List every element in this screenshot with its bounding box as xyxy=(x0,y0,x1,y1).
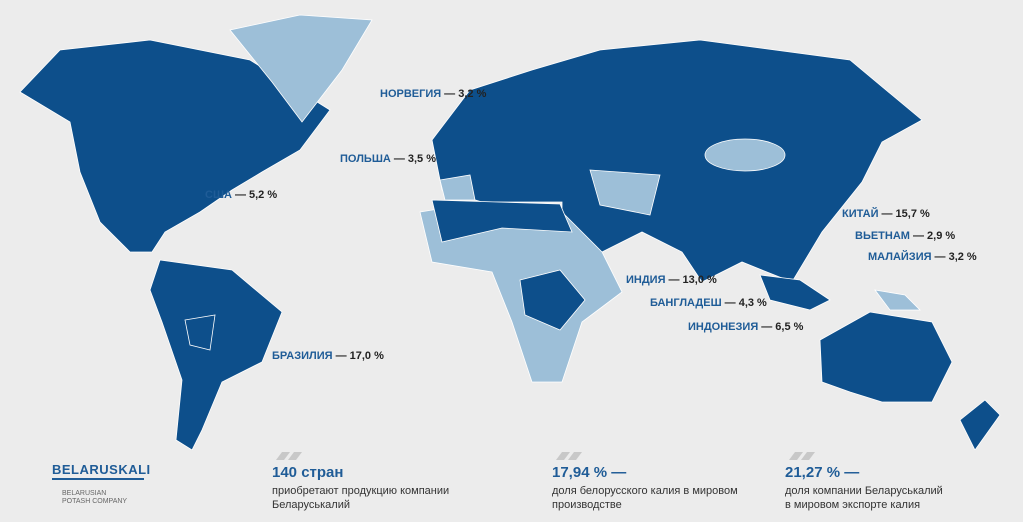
country-name: ИНДИЯ xyxy=(626,274,666,286)
slash-icon xyxy=(276,452,302,460)
country-label: ВЬЕТНАМ — 2,9 % xyxy=(855,230,955,242)
stat-text: в мировом экспорте калия xyxy=(785,499,921,511)
country-label: ИНДИЯ — 13,0 % xyxy=(626,274,717,286)
logo-line: POTASH COMPANY xyxy=(62,498,128,505)
stat-text: доля компании Беларуськалий xyxy=(785,485,943,497)
stat-block: 21,27 % — доля компании Беларуськалий в ми… xyxy=(785,464,943,512)
slash-icon xyxy=(789,452,815,460)
stat-block: 140 стран приобретают продукцию компании Б… xyxy=(272,464,450,512)
stat-block: 17,94 % — доля белорусского калия в миров… xyxy=(552,464,738,512)
world-map xyxy=(19,14,1001,450)
stat-text: Беларуськалий xyxy=(272,499,350,511)
country-label: ИНДОНЕЗИЯ — 6,5 % xyxy=(688,321,803,333)
country-label: ПОЛЬША — 3,5 % xyxy=(340,153,436,165)
country-share: — 3,2 % xyxy=(934,251,977,263)
stat-headline: 21,27 % — xyxy=(785,464,860,481)
stat-headline: 140 стран xyxy=(272,464,344,481)
country-name: БРАЗИЛИЯ xyxy=(272,350,333,362)
country-share: — 4,3 % xyxy=(724,297,767,309)
stat-text: доля белорусского калия в мировом xyxy=(552,485,738,497)
country-label: МАЛАЙЗИЯ — 3,2 % xyxy=(868,251,977,263)
country-label: БРАЗИЛИЯ — 17,0 % xyxy=(272,350,384,362)
country-name: ПОЛЬША xyxy=(340,153,391,165)
country-share: — 3,5 % xyxy=(393,153,436,165)
country-label: США — 5,2 % xyxy=(205,189,277,201)
country-name: МАЛАЙЗИЯ xyxy=(868,251,932,263)
country-label: НОРВЕГИЯ — 3,2 % xyxy=(380,88,486,100)
country-label: БАНГЛАДЕШ — 4,3 % xyxy=(650,297,767,309)
country-share: — 6,5 % xyxy=(761,321,804,333)
country-share: — 5,2 % xyxy=(234,189,278,201)
country-label: КИТАЙ — 15,7 % xyxy=(842,208,930,220)
stat-text: приобретают продукцию компании xyxy=(272,485,450,497)
country-name: США xyxy=(205,189,232,201)
country-name: БАНГЛАДЕШ xyxy=(650,297,722,309)
slash-icon xyxy=(556,452,582,460)
country-name: ВЬЕТНАМ xyxy=(855,230,910,242)
logo-line: BELARUSIAN xyxy=(62,490,107,497)
country-share: — 3,2 % xyxy=(444,88,487,100)
stat-headline: 17,94 % — xyxy=(552,464,627,481)
stat-text: производстве xyxy=(552,499,622,511)
country-share: — 2,9 % xyxy=(912,230,956,242)
country-name: КИТАЙ xyxy=(842,208,879,220)
country-share: — 13,0 % xyxy=(668,274,717,286)
logo-brand: BELARUSKALI xyxy=(52,462,150,480)
logo: BELARUSKALI BELARUSIAN POTASH COMPANY xyxy=(52,462,150,506)
country-share: — 15,7 % xyxy=(881,208,930,220)
country-name: НОРВЕГИЯ xyxy=(380,88,442,100)
logo-subtitle: BELARUSIAN POTASH COMPANY xyxy=(62,490,144,506)
country-share: — 17,0 % xyxy=(335,350,384,362)
country-name: ИНДОНЕЗИЯ xyxy=(688,321,759,333)
